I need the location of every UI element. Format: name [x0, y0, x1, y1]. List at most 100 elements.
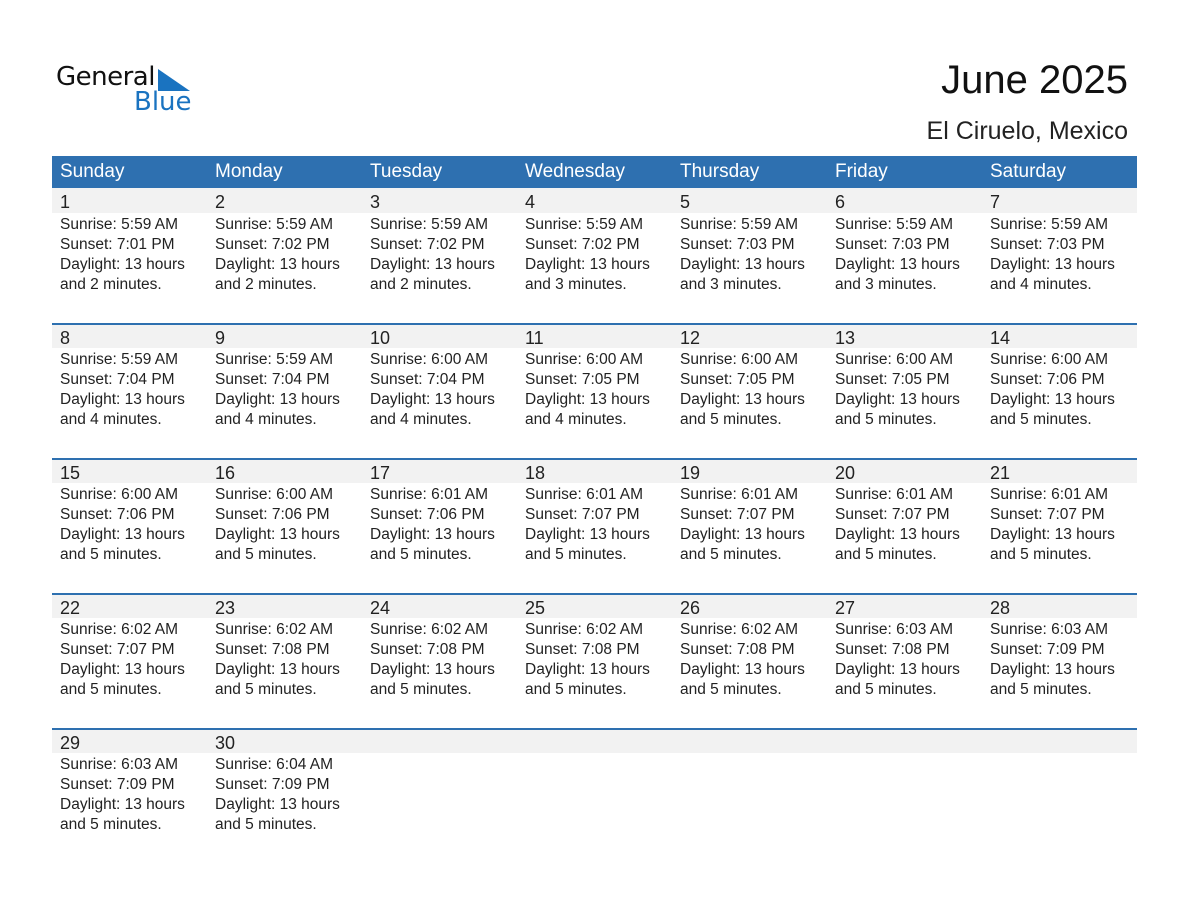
sunrise-text: Sunrise: 5:59 AM [370, 216, 489, 233]
daylight-minutes-text: and 5 minutes. [370, 546, 472, 563]
day-cell: 12 Sunrise: 6:00 AM Sunset: 7:05 PM Dayligh… [672, 325, 827, 430]
day-number-band [52, 460, 1137, 483]
day-number: 11 [525, 328, 544, 348]
day-cell: 29 Sunrise: 6:03 AM Sunset: 7:09 PM Dayligh… [52, 730, 207, 835]
sunset-text: Sunset: 7:06 PM [215, 506, 330, 523]
daylight-minutes-text: and 3 minutes. [835, 276, 937, 293]
logo-text-blue: Blue [134, 87, 192, 117]
sunset-text: Sunset: 7:08 PM [370, 641, 485, 658]
day-number-band [52, 595, 1137, 618]
daylight-minutes-text: and 3 minutes. [680, 276, 782, 293]
day-cell: 17 Sunrise: 6:01 AM Sunset: 7:06 PM Dayligh… [362, 460, 517, 565]
daylight-text: Daylight: 13 hours [60, 391, 185, 408]
daylight-text: Daylight: 13 hours [60, 661, 185, 678]
day-number: 4 [525, 192, 536, 212]
day-number: 13 [835, 328, 856, 348]
day-number: 7 [990, 192, 1001, 212]
sunrise-text: Sunrise: 6:00 AM [215, 486, 334, 503]
sunrise-text: Sunrise: 6:00 AM [60, 486, 179, 503]
sunset-text: Sunset: 7:08 PM [835, 641, 950, 658]
sunrise-text: Sunrise: 6:03 AM [990, 621, 1109, 638]
daylight-minutes-text: and 4 minutes. [60, 411, 162, 428]
sunrise-text: Sunrise: 5:59 AM [680, 216, 799, 233]
sunrise-text: Sunrise: 6:00 AM [680, 351, 799, 368]
sunset-text: Sunset: 7:08 PM [215, 641, 330, 658]
sunrise-text: Sunrise: 6:00 AM [835, 351, 954, 368]
day-cell: 19 Sunrise: 6:01 AM Sunset: 7:07 PM Dayligh… [672, 460, 827, 565]
location-subtitle: El Ciruelo, Mexico [926, 117, 1128, 145]
daylight-text: Daylight: 13 hours [215, 391, 340, 408]
page-title: June 2025 [941, 58, 1128, 102]
sunrise-text: Sunrise: 6:01 AM [680, 486, 799, 503]
daylight-minutes-text: and 5 minutes. [990, 546, 1092, 563]
sunset-text: Sunset: 7:09 PM [60, 776, 175, 793]
sunrise-text: Sunrise: 5:59 AM [525, 216, 644, 233]
daylight-text: Daylight: 13 hours [990, 391, 1115, 408]
daylight-minutes-text: and 4 minutes. [525, 411, 627, 428]
day-cell: 20 Sunrise: 6:01 AM Sunset: 7:07 PM Dayligh… [827, 460, 982, 565]
daylight-text: Daylight: 13 hours [835, 526, 960, 543]
weekday-thursday: Thursday [680, 161, 760, 182]
weekday-tuesday: Tuesday [370, 161, 443, 182]
sunrise-text: Sunrise: 6:04 AM [215, 756, 334, 773]
sunset-text: Sunset: 7:04 PM [60, 371, 175, 388]
day-cell: 3 Sunrise: 5:59 AM Sunset: 7:02 PM Daylight… [362, 188, 517, 295]
weekday-sunday: Sunday [60, 161, 125, 182]
sunset-text: Sunset: 7:01 PM [60, 236, 175, 253]
day-number-band [52, 730, 1137, 753]
day-number: 27 [835, 598, 856, 618]
day-number: 18 [525, 463, 546, 483]
day-cell: 21 Sunrise: 6:01 AM Sunset: 7:07 PM Dayligh… [982, 460, 1137, 565]
daylight-minutes-text: and 5 minutes. [990, 411, 1092, 428]
daylight-text: Daylight: 13 hours [680, 526, 805, 543]
daylight-minutes-text: and 5 minutes. [215, 681, 317, 698]
sunset-text: Sunset: 7:06 PM [370, 506, 485, 523]
sunrise-text: Sunrise: 5:59 AM [60, 216, 179, 233]
sunset-text: Sunset: 7:04 PM [215, 371, 330, 388]
weekday-wednesday: Wednesday [525, 161, 625, 182]
sunset-text: Sunset: 7:02 PM [525, 236, 640, 253]
day-number: 6 [835, 192, 846, 212]
week-row: 29 Sunrise: 6:03 AM Sunset: 7:09 PM Dayligh… [52, 728, 1137, 863]
daylight-minutes-text: and 5 minutes. [990, 681, 1092, 698]
daylight-minutes-text: and 3 minutes. [525, 276, 627, 293]
sunset-text: Sunset: 7:04 PM [370, 371, 485, 388]
sunrise-text: Sunrise: 5:59 AM [60, 351, 179, 368]
generalblue-logo: General Blue [56, 62, 196, 122]
daylight-text: Daylight: 13 hours [60, 256, 185, 273]
day-number: 15 [60, 463, 81, 483]
day-cell: 1 Sunrise: 5:59 AM Sunset: 7:01 PM Daylight… [52, 188, 207, 295]
daylight-text: Daylight: 13 hours [990, 526, 1115, 543]
day-number: 21 [990, 463, 1011, 483]
day-cell: 24 Sunrise: 6:02 AM Sunset: 7:08 PM Dayligh… [362, 595, 517, 700]
daylight-minutes-text: and 5 minutes. [835, 546, 937, 563]
day-cell: 10 Sunrise: 6:00 AM Sunset: 7:04 PM Dayligh… [362, 325, 517, 430]
daylight-text: Daylight: 13 hours [680, 661, 805, 678]
day-cell: 15 Sunrise: 6:00 AM Sunset: 7:06 PM Dayligh… [52, 460, 207, 565]
daylight-text: Daylight: 13 hours [215, 661, 340, 678]
day-cell: 6 Sunrise: 5:59 AM Sunset: 7:03 PM Daylight… [827, 188, 982, 295]
sunrise-text: Sunrise: 6:01 AM [370, 486, 489, 503]
sunrise-text: Sunrise: 5:59 AM [835, 216, 954, 233]
day-number: 23 [215, 598, 236, 618]
daylight-text: Daylight: 13 hours [370, 256, 495, 273]
sunrise-text: Sunrise: 6:02 AM [680, 621, 799, 638]
day-cell: 7 Sunrise: 5:59 AM Sunset: 7:03 PM Daylight… [982, 188, 1137, 295]
daylight-minutes-text: and 5 minutes. [215, 546, 317, 563]
sunrise-text: Sunrise: 6:00 AM [525, 351, 644, 368]
daylight-minutes-text: and 4 minutes. [990, 276, 1092, 293]
sunset-text: Sunset: 7:03 PM [835, 236, 950, 253]
sunrise-text: Sunrise: 6:01 AM [990, 486, 1109, 503]
day-cell: 14 Sunrise: 6:00 AM Sunset: 7:06 PM Dayligh… [982, 325, 1137, 430]
day-number: 28 [990, 598, 1011, 618]
sunrise-text: Sunrise: 6:01 AM [525, 486, 644, 503]
daylight-minutes-text: and 5 minutes. [60, 681, 162, 698]
daylight-text: Daylight: 13 hours [835, 391, 960, 408]
day-number: 3 [370, 192, 381, 212]
day-number: 24 [370, 598, 391, 618]
day-cell: 18 Sunrise: 6:01 AM Sunset: 7:07 PM Dayligh… [517, 460, 672, 565]
daylight-minutes-text: and 5 minutes. [680, 411, 782, 428]
daylight-text: Daylight: 13 hours [525, 256, 650, 273]
sunset-text: Sunset: 7:07 PM [835, 506, 950, 523]
day-number: 5 [680, 192, 691, 212]
